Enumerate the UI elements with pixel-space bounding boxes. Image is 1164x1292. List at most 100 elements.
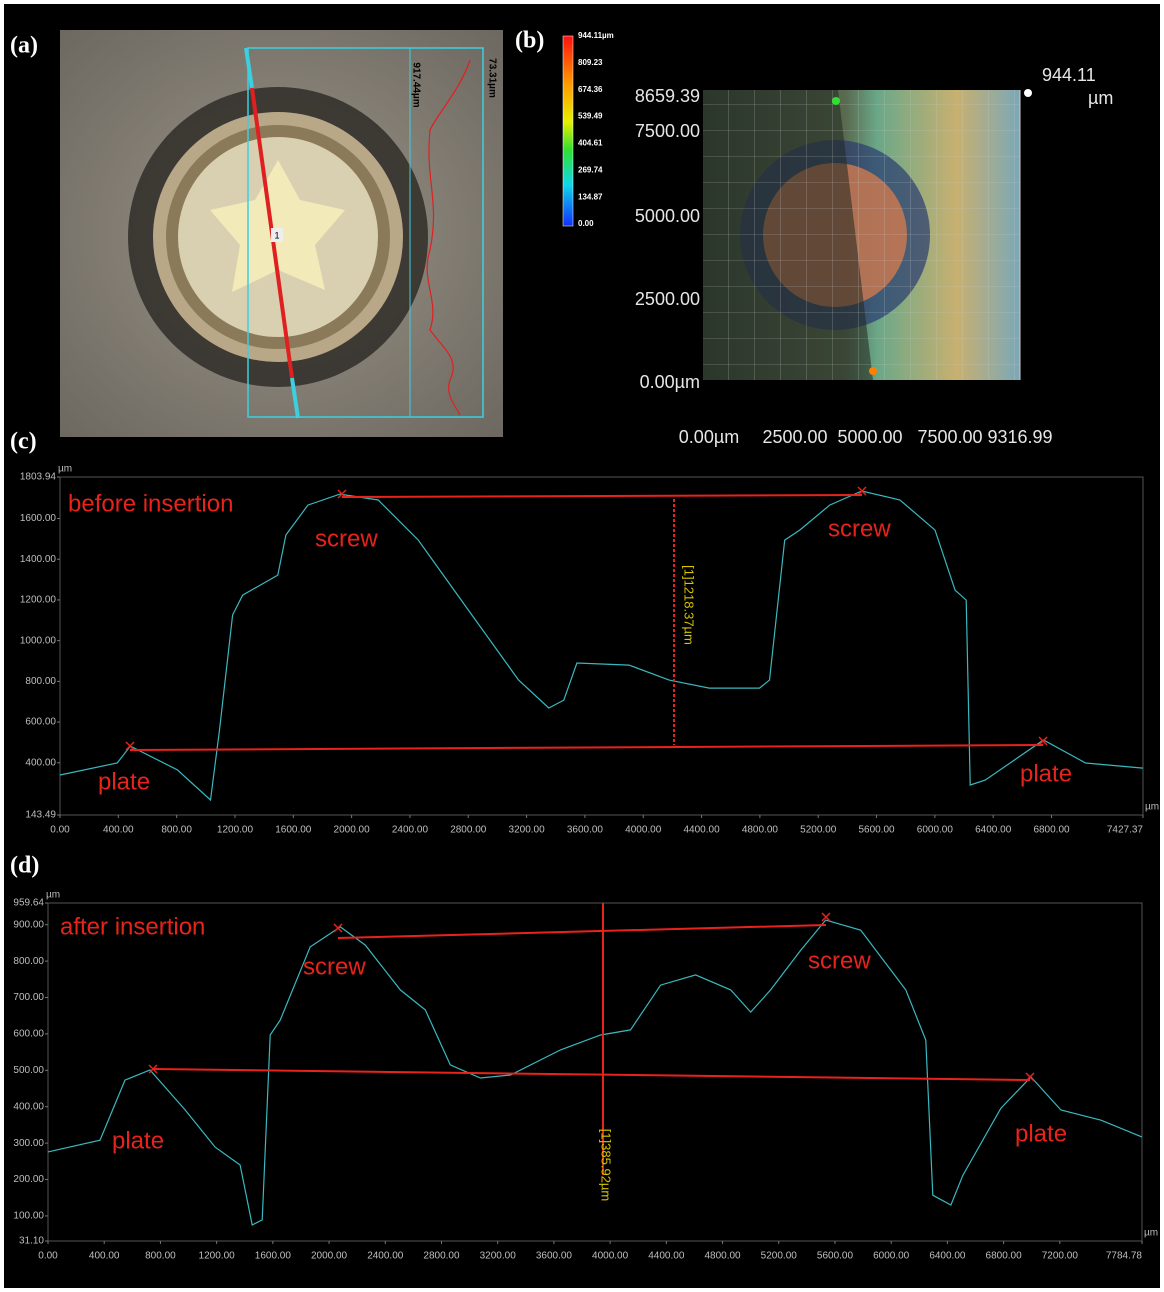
measurement-label: [1]385.92µm: [599, 1129, 614, 1202]
panel-label: (b): [515, 28, 544, 54]
colorbar-label: 0.00: [578, 219, 594, 228]
x-tick-label: 1600.00: [275, 825, 312, 836]
x-unit: µm: [1144, 1228, 1158, 1239]
annotation-title: before insertion: [68, 490, 233, 517]
y-tick-label: 200.00: [13, 1174, 44, 1185]
x-unit: µm: [1145, 802, 1159, 813]
y-tick-label: 800.00: [13, 956, 44, 967]
y-tick-label: 400.00: [25, 757, 56, 768]
x-tick-label: 7200.00: [1042, 1251, 1079, 1262]
y-tick-label: 959.64: [13, 898, 44, 909]
figure: (a)(b)(c)(d)1917.44µm73.31µm944.11µm809.…: [0, 0, 1164, 1292]
x-tick-label: 5200.00: [761, 1251, 798, 1262]
colorbar-label: 809.23: [578, 58, 603, 67]
x-label: 2500.00: [762, 427, 827, 447]
x-tick-label: 400.00: [103, 825, 134, 836]
x-tick-label: 4800.00: [704, 1251, 741, 1262]
y-tick-label: 1000.00: [20, 635, 57, 646]
x-tick-label: 6000.00: [917, 825, 954, 836]
annotation-label: screw: [303, 953, 366, 980]
x-label: 7500.00: [917, 427, 982, 447]
measurement-label: [1]1218.37µm: [682, 565, 697, 645]
x-tick-label: 1200.00: [199, 1251, 236, 1262]
x-tick-label: 5600.00: [817, 1251, 854, 1262]
x-tick-label: 3200.00: [480, 1251, 517, 1262]
y-label: 0.00µm: [640, 372, 700, 392]
y-tick-label: 100.00: [13, 1211, 44, 1222]
x-tick-label: 6400.00: [975, 825, 1012, 836]
x-tick-label: 5200.00: [800, 825, 837, 836]
height-label: 917.44µm: [410, 62, 421, 107]
x-tick-label: 3600.00: [536, 1251, 573, 1262]
colorbar-label: 674.36: [578, 85, 603, 94]
y-label: 2500.00: [635, 289, 700, 309]
x-label: 5000.00: [837, 427, 902, 447]
y-tick-label: 800.00: [25, 676, 56, 687]
x-tick-label: 3600.00: [567, 825, 604, 836]
y-unit: µm: [58, 464, 72, 475]
y-label: 5000.00: [635, 206, 700, 226]
x-tick-label: 6400.00: [929, 1251, 966, 1262]
x-tick-label: 3200.00: [509, 825, 546, 836]
x-label: 9316.99: [987, 427, 1052, 447]
x-tick-label: 2400.00: [367, 1251, 404, 1262]
x-tick-label: 2800.00: [450, 825, 487, 836]
x-label: 0.00µm: [679, 427, 739, 447]
y-tick-label: 500.00: [13, 1065, 44, 1076]
panel-label: (c): [10, 429, 37, 455]
y-label: 8659.39: [635, 86, 700, 106]
annotation-title: after insertion: [60, 913, 205, 940]
x-tick-label: 6800.00: [1033, 825, 1070, 836]
colorbar-label: 944.11µm: [578, 31, 614, 40]
x-tick-label: 1600.00: [255, 1251, 292, 1262]
panel-label: (a): [10, 33, 38, 59]
colorbar-label: 269.74: [578, 165, 603, 174]
profile-line-label: 1: [274, 230, 279, 240]
y-tick-label: 1200.00: [20, 595, 57, 606]
y-tick-label: 900.00: [13, 919, 44, 930]
x-tick-label: 6000.00: [873, 1251, 910, 1262]
x-tick-label: 1200.00: [217, 825, 254, 836]
x-tick-label: 2000.00: [334, 825, 371, 836]
x-tick-label: 800.00: [161, 825, 192, 836]
annotation-label: plate: [1015, 1120, 1067, 1147]
colorbar-label: 539.49: [578, 112, 603, 121]
y-tick-label: 600.00: [25, 717, 56, 728]
x-tick-label: 400.00: [89, 1251, 120, 1262]
x-tick-label: 0.00: [50, 825, 70, 836]
x-tick-label: 7427.37: [1107, 825, 1144, 836]
x-tick-label: 800.00: [145, 1251, 176, 1262]
x-tick-label: 4400.00: [683, 825, 720, 836]
y-tick-label: 1803.94: [20, 472, 57, 483]
x-tick-label: 4800.00: [742, 825, 779, 836]
z-label: 944.11: [1042, 65, 1096, 85]
y-tick-label: 700.00: [13, 992, 44, 1003]
z-unit: µm: [1088, 88, 1113, 108]
colorbar-label: 404.61: [578, 139, 603, 148]
y-tick-label: 31.10: [19, 1236, 44, 1247]
x-tick-label: 4400.00: [648, 1251, 685, 1262]
annotation-label: plate: [1020, 760, 1072, 787]
y-unit: µm: [46, 890, 60, 901]
y-tick-label: 400.00: [13, 1101, 44, 1112]
x-tick-label: 5600.00: [858, 825, 895, 836]
colorbar-label: 134.87: [578, 192, 603, 201]
annotation-label: screw: [808, 947, 871, 974]
photo-a: [60, 30, 503, 437]
x-tick-label: 2400.00: [392, 825, 429, 836]
annotation-label: screw: [315, 525, 378, 552]
x-tick-label: 2800.00: [423, 1251, 460, 1262]
height-label: 73.31µm: [486, 58, 497, 98]
x-tick-label: 2000.00: [311, 1251, 348, 1262]
y-tick-label: 1400.00: [20, 554, 57, 565]
panel-label: (d): [10, 853, 39, 879]
annotation-label: plate: [112, 1127, 164, 1154]
x-tick-label: 6800.00: [986, 1251, 1023, 1262]
y-tick-label: 143.49: [25, 810, 56, 821]
x-tick-label: 4000.00: [592, 1251, 629, 1262]
annotation-label: plate: [98, 768, 150, 795]
y-label: 7500.00: [635, 121, 700, 141]
y-tick-label: 1600.00: [20, 513, 57, 524]
y-tick-label: 300.00: [13, 1138, 44, 1149]
y-tick-label: 600.00: [13, 1029, 44, 1040]
